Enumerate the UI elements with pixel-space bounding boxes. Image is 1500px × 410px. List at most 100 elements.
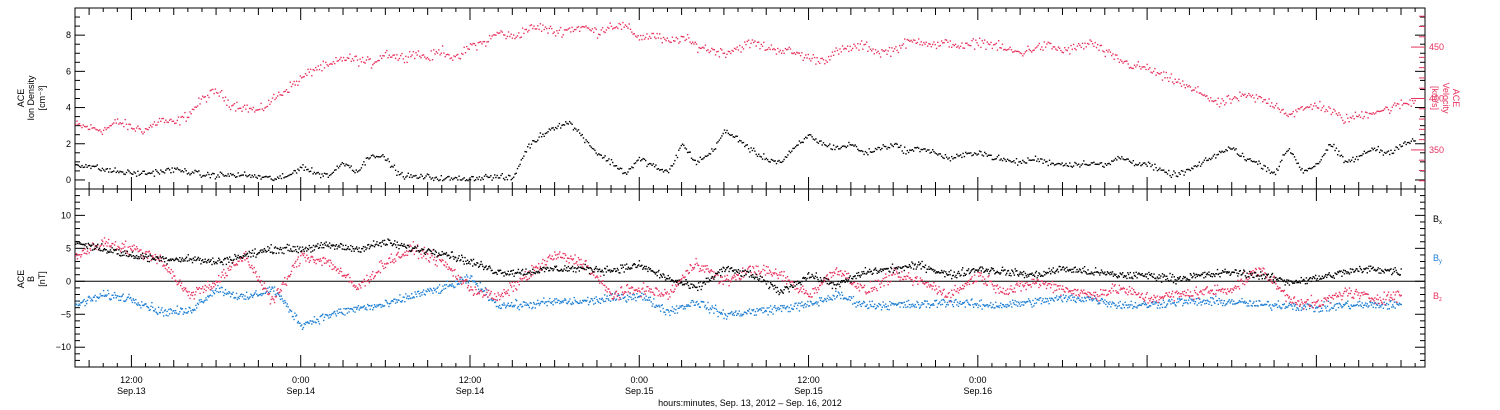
- velocity-point: [761, 45, 764, 47]
- bz-point: [725, 278, 728, 280]
- ion-density-point: [1105, 164, 1108, 166]
- bz-point: [676, 281, 679, 284]
- ion-density-point: [521, 157, 524, 159]
- bz-point: [240, 258, 242, 260]
- by-point: [279, 298, 282, 301]
- by-point: [408, 295, 410, 297]
- velocity-point: [1208, 100, 1211, 102]
- velocity-point: [1320, 109, 1322, 111]
- velocity-point: [473, 42, 476, 45]
- by-point: [886, 308, 889, 310]
- ion-density-point: [653, 166, 656, 168]
- velocity-point: [739, 44, 741, 47]
- by-point: [75, 303, 78, 305]
- by-point: [516, 307, 519, 309]
- bz-point: [367, 280, 369, 282]
- ion-density-point: [1163, 169, 1165, 171]
- by-point: [794, 303, 796, 305]
- bz-point: [395, 254, 398, 256]
- bz-point: [353, 284, 355, 286]
- by-point: [357, 305, 360, 307]
- ion-density-point: [533, 140, 535, 142]
- ion-density-point: [1154, 163, 1156, 165]
- velocity-point: [447, 53, 449, 55]
- by-point: [1211, 297, 1214, 299]
- ion-density-point: [1387, 150, 1390, 152]
- velocity-point: [321, 70, 323, 72]
- bz-point: [648, 288, 651, 290]
- bz-point: [557, 256, 559, 259]
- by-point: [803, 304, 806, 306]
- ion-density-point: [886, 148, 888, 150]
- bz-point: [275, 295, 277, 298]
- velocity-point: [655, 37, 657, 40]
- velocity-point: [439, 54, 441, 56]
- velocity-point: [879, 56, 882, 58]
- by-point: [447, 285, 449, 288]
- by-point: [1027, 300, 1029, 303]
- bz-point: [361, 281, 363, 284]
- ion-density-point: [1100, 162, 1103, 164]
- ion-density-point: [202, 175, 204, 177]
- by-point: [1295, 309, 1297, 311]
- bz-point: [409, 244, 411, 246]
- by-point: [456, 283, 459, 286]
- by-point: [1137, 305, 1139, 307]
- bz-point: [256, 276, 258, 278]
- velocity-point: [629, 28, 632, 30]
- bz-point: [351, 281, 354, 283]
- ion-density-point: [882, 144, 884, 146]
- velocity-point: [563, 29, 566, 31]
- velocity-point: [358, 65, 360, 67]
- bz-point: [706, 265, 708, 267]
- by-point: [870, 305, 872, 308]
- by-point: [1020, 301, 1022, 303]
- velocity-point: [943, 42, 945, 44]
- ion-density-point: [784, 156, 787, 158]
- by-point: [613, 298, 615, 300]
- bz-point: [742, 276, 745, 278]
- velocity-point: [1037, 44, 1039, 47]
- velocity-point: [406, 61, 408, 64]
- by-point: [1207, 300, 1209, 302]
- velocity-point: [160, 120, 162, 122]
- ion-density-point: [1022, 159, 1024, 162]
- by-point: [791, 307, 793, 310]
- bz-point: [711, 270, 713, 272]
- velocity-point: [521, 27, 524, 29]
- bz-point: [651, 291, 653, 293]
- ion-density-point: [186, 173, 189, 175]
- by-point: [594, 302, 597, 304]
- ion-density-point: [161, 170, 163, 173]
- bz-point: [456, 278, 459, 280]
- by-point: [932, 303, 934, 305]
- by-point: [697, 303, 700, 305]
- by-point: [879, 304, 882, 306]
- ion-density-point: [386, 159, 388, 162]
- by-point: [1052, 299, 1054, 301]
- bz-point: [161, 260, 163, 263]
- ion-density-point: [1180, 170, 1183, 172]
- bz-point: [270, 298, 272, 301]
- by-point: [1271, 309, 1273, 311]
- by-point: [350, 307, 352, 310]
- by-point: [686, 304, 688, 306]
- velocity-point: [844, 47, 846, 49]
- ion-density-point: [902, 152, 905, 154]
- top-left-tick-label: 6: [66, 66, 71, 76]
- by-point: [349, 308, 351, 310]
- velocity-point: [797, 52, 799, 54]
- bz-point: [487, 296, 489, 298]
- bz-point: [139, 249, 141, 251]
- velocity-point: [1411, 99, 1414, 102]
- by-point: [878, 302, 880, 305]
- velocity-point: [826, 61, 828, 63]
- ion-density-point: [596, 154, 599, 156]
- velocity-point: [1123, 60, 1126, 63]
- by-point: [153, 310, 156, 312]
- ion-density-point: [1218, 150, 1221, 153]
- by-point: [564, 298, 566, 300]
- by-point: [188, 306, 190, 309]
- bz-point: [177, 283, 179, 285]
- velocity-point: [1274, 104, 1277, 107]
